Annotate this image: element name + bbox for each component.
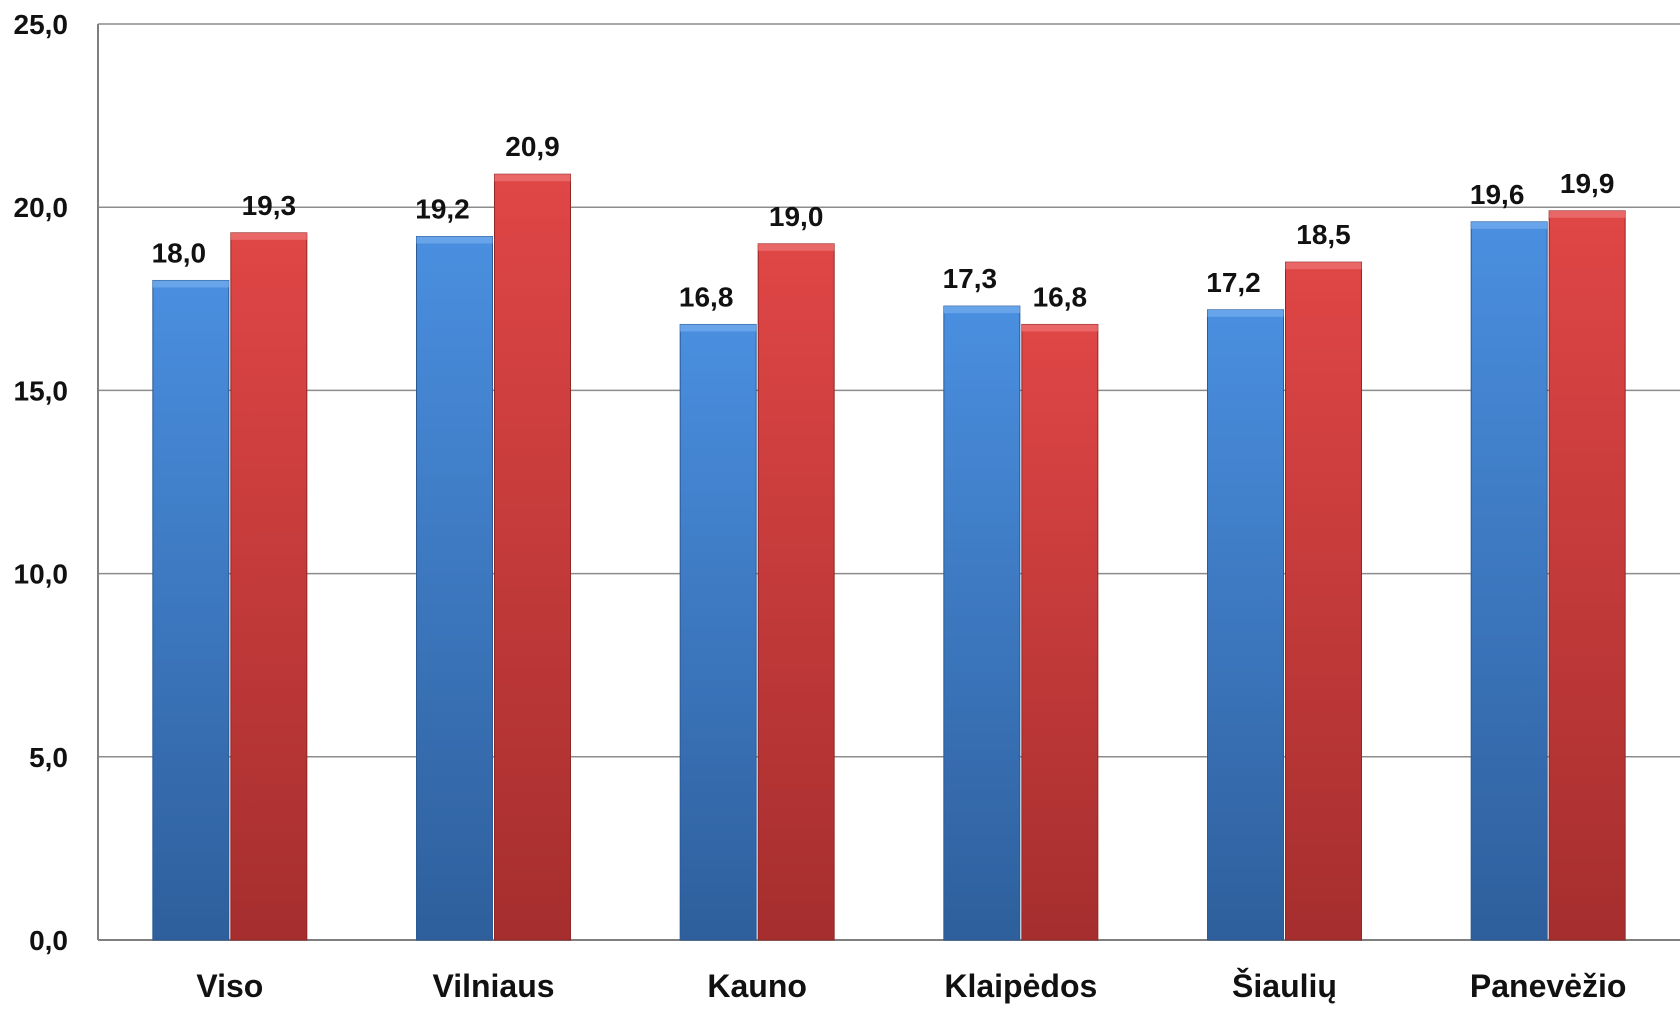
x-tick-label: Viso bbox=[196, 968, 263, 1004]
bar-series-1-2 bbox=[680, 324, 756, 940]
x-tick-label: Panevėžio bbox=[1470, 968, 1627, 1004]
bar-series-2-4 bbox=[1286, 262, 1362, 940]
data-label: 16,8 bbox=[679, 281, 734, 312]
bar-cap-1-5 bbox=[1471, 222, 1547, 229]
data-label: 19,9 bbox=[1560, 168, 1615, 199]
bar-cap-1-0 bbox=[153, 280, 229, 287]
data-label: 18,0 bbox=[152, 237, 207, 268]
data-label: 19,0 bbox=[769, 201, 824, 232]
data-label: 19,2 bbox=[415, 194, 470, 225]
bar-series-1-3 bbox=[944, 306, 1020, 940]
y-tick-label: 15,0 bbox=[14, 375, 69, 406]
bar-series-2-2 bbox=[758, 244, 834, 940]
data-label: 20,9 bbox=[505, 131, 560, 162]
bar-cap-1-2 bbox=[680, 324, 756, 331]
y-tick-label: 20,0 bbox=[14, 192, 69, 223]
bars bbox=[153, 174, 1625, 940]
x-tick-label: Kauno bbox=[707, 968, 807, 1004]
bar-cap-2-4 bbox=[1286, 262, 1362, 269]
data-label: 18,5 bbox=[1296, 219, 1351, 250]
bar-cap-2-2 bbox=[758, 244, 834, 251]
bar-cap-1-3 bbox=[944, 306, 1020, 313]
y-tick-label: 10,0 bbox=[14, 559, 69, 590]
y-tick-label: 5,0 bbox=[29, 742, 68, 773]
x-tick-label: Klaipėdos bbox=[944, 968, 1097, 1004]
data-label: 16,8 bbox=[1033, 281, 1088, 312]
data-label: 17,2 bbox=[1206, 267, 1261, 298]
bar-cap-1-1 bbox=[417, 237, 493, 244]
bar-series-1-5 bbox=[1471, 222, 1547, 940]
bar-series-1-4 bbox=[1208, 310, 1284, 940]
bar-cap-2-1 bbox=[495, 174, 571, 181]
bar-series-1-1 bbox=[417, 237, 493, 940]
y-tick-label: 25,0 bbox=[14, 9, 69, 40]
gridlines bbox=[98, 24, 1680, 940]
bar-series-2-0 bbox=[231, 233, 307, 940]
x-tick-label: Vilniaus bbox=[432, 968, 554, 1004]
data-label: 19,6 bbox=[1470, 179, 1525, 210]
y-tick-label: 0,0 bbox=[29, 925, 68, 956]
bar-series-1-0 bbox=[153, 280, 229, 940]
bar-cap-2-3 bbox=[1022, 324, 1098, 331]
x-tick-label: Šiaulių bbox=[1232, 968, 1337, 1004]
data-label: 19,3 bbox=[242, 190, 297, 221]
bar-cap-2-0 bbox=[231, 233, 307, 240]
data-label: 17,3 bbox=[943, 263, 998, 294]
bar-series-2-5 bbox=[1549, 211, 1625, 940]
bar-cap-2-5 bbox=[1549, 211, 1625, 218]
bar-series-2-1 bbox=[495, 174, 571, 940]
bar-cap-1-4 bbox=[1208, 310, 1284, 317]
bar-series-2-3 bbox=[1022, 324, 1098, 940]
labels: 18,0 19,3 Viso 19,2 20,9 Vilniaus 16,8 19,0 Kaun… bbox=[152, 131, 1627, 1004]
